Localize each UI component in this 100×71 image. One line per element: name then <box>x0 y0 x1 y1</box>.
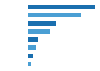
Bar <box>28 62 31 66</box>
Bar <box>28 13 81 17</box>
Bar <box>28 37 38 42</box>
Bar <box>28 45 36 50</box>
Bar <box>28 29 50 34</box>
Bar <box>28 21 56 26</box>
Bar <box>28 5 95 9</box>
Bar <box>28 54 33 58</box>
